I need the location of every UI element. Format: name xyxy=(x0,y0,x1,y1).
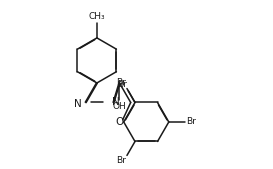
Text: Br: Br xyxy=(116,156,126,165)
Text: N: N xyxy=(74,99,82,108)
Text: O: O xyxy=(115,117,124,127)
Text: Br: Br xyxy=(117,80,127,89)
Text: OH: OH xyxy=(112,102,126,111)
Text: CH₃: CH₃ xyxy=(89,12,105,21)
Text: Br: Br xyxy=(186,117,196,126)
Text: N: N xyxy=(112,98,120,107)
Text: Br: Br xyxy=(116,78,126,88)
